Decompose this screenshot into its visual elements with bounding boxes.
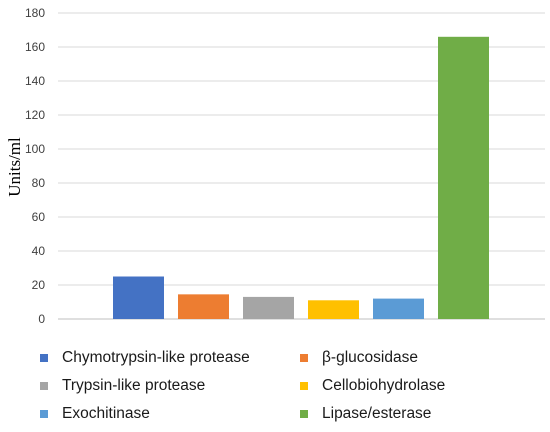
- legend: Chymotrypsin-like protease β-glucosidase T…: [40, 344, 540, 428]
- y-axis-label: Units/ml: [5, 137, 24, 197]
- legend-swatch: [300, 354, 308, 362]
- bar-2: [178, 294, 229, 319]
- legend-item: Lipase/esterase: [300, 400, 520, 428]
- legend-label: Exochitinase: [62, 405, 150, 422]
- y-tick-label: 120: [25, 108, 45, 122]
- y-tick-label: 160: [25, 40, 45, 54]
- bar-4: [308, 300, 359, 319]
- legend-item: Exochitinase: [40, 400, 300, 428]
- legend-item: Cellobiohydrolase: [300, 372, 520, 400]
- bars: [113, 36, 489, 320]
- legend-label: Cellobiohydrolase: [322, 377, 446, 394]
- y-tick-label: 140: [25, 74, 45, 88]
- legend-swatch: [300, 410, 308, 418]
- bar-6: [438, 36, 489, 320]
- legend-swatch: [40, 382, 48, 390]
- legend-swatch: [40, 354, 48, 362]
- legend-label: Chymotrypsin-like protease: [62, 349, 250, 366]
- y-tick-label: 0: [38, 312, 45, 326]
- legend-label: Trypsin-like protease: [62, 377, 206, 394]
- bar-5: [373, 298, 424, 319]
- y-tick-label: 40: [32, 244, 46, 258]
- y-tick-label: 180: [25, 6, 45, 20]
- legend-swatch: [40, 410, 48, 418]
- bar-3: [243, 296, 294, 319]
- legend-item: Trypsin-like protease: [40, 372, 300, 400]
- legend-item: β-glucosidase: [300, 344, 520, 372]
- y-tick-label: 80: [32, 176, 46, 190]
- legend-label: Lipase/esterase: [322, 405, 432, 422]
- y-tick-labels: 0 20 40 60 80 100 120 140 160 180: [25, 6, 45, 326]
- bar-1: [113, 276, 164, 319]
- legend-label: β-glucosidase: [322, 349, 418, 366]
- y-tick-label: 20: [32, 278, 46, 292]
- y-tick-label: 100: [25, 142, 45, 156]
- legend-item: Chymotrypsin-like protease: [40, 344, 300, 372]
- y-tick-label: 60: [32, 210, 46, 224]
- legend-swatch: [300, 382, 308, 390]
